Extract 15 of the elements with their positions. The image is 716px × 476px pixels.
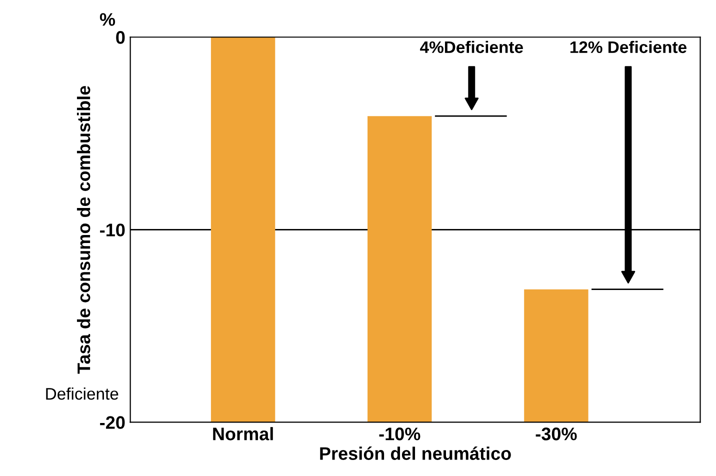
y-axis-title: Tasa de consumo de combustible — [76, 86, 90, 374]
annotation: 12% Deficiente — [570, 40, 686, 54]
bar — [368, 116, 432, 422]
y-tick-label: 0 — [116, 31, 125, 44]
x-axis-title: Presión del neumático — [320, 446, 511, 460]
text: % — [100, 13, 116, 26]
y-tick-label: -10 — [100, 224, 125, 236]
x-tick-label: -10% — [379, 428, 420, 440]
x-tick-label: Normal — [213, 427, 273, 440]
bar — [210, 37, 276, 422]
text: Deficiente — [46, 387, 118, 400]
x-tick-label: -30% — [536, 428, 577, 440]
bar — [524, 289, 588, 422]
y-tick-label: -20 — [100, 416, 125, 429]
annotation: 4%Deficiente — [420, 40, 523, 54]
